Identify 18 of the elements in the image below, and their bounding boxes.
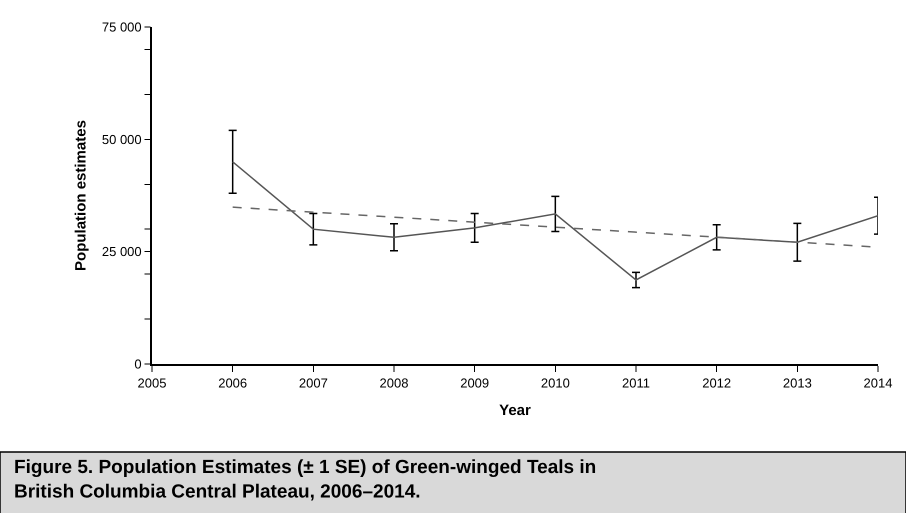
x-tick-label: 2013 [782,375,812,390]
y-tick-label: 50 000 [102,132,142,147]
x-tick-label: 2010 [540,375,570,390]
y-tick-label: 0 [134,356,142,372]
x-tick-label: 2008 [380,375,408,390]
y-axis-title: Population estimates [72,120,90,271]
x-tick-label: 2012 [702,375,732,390]
line-series [232,161,878,281]
x-tick-label: 2011 [622,375,650,390]
x-tick-label: 2005 [138,375,166,390]
x-tick-label: 2006 [218,375,248,390]
x-tick-label: 2009 [460,375,490,390]
x-axis-title: Year [499,402,532,419]
caption: Figure 5. Population Estimates (± 1 SE) of Green-winged Teals in British Columbia Central Plateau, 2006–2014. [14,457,596,503]
y-tick-label: 25 000 [102,244,142,260]
x-tick-label: 2007 [298,375,328,390]
y-tick-label: 75 000 [102,20,142,35]
x-tick-label: 2014 [864,375,892,390]
